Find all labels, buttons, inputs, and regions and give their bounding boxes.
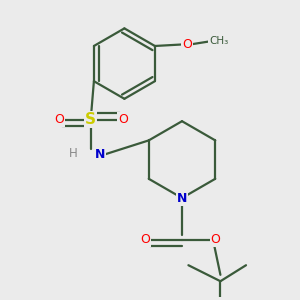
Text: O: O (211, 233, 220, 246)
Text: N: N (177, 191, 187, 205)
Text: N: N (95, 148, 106, 161)
Text: O: O (182, 38, 192, 51)
Text: H: H (69, 147, 77, 160)
Text: O: O (54, 113, 64, 126)
Text: O: O (140, 233, 150, 246)
Text: O: O (118, 113, 128, 126)
Text: CH₃: CH₃ (209, 36, 229, 46)
Text: S: S (85, 112, 96, 127)
